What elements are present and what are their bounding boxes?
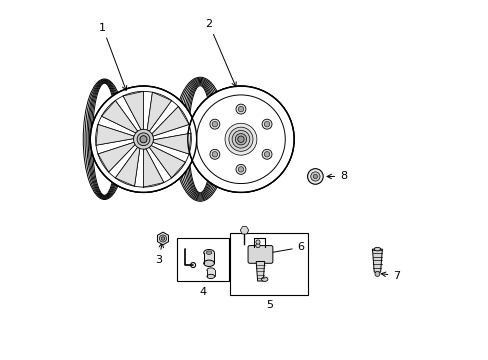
Circle shape [187,86,293,192]
FancyBboxPatch shape [247,246,272,263]
Text: 8: 8 [326,171,346,181]
Polygon shape [123,91,143,130]
Polygon shape [152,107,188,136]
Circle shape [313,174,317,179]
Circle shape [209,149,220,159]
Polygon shape [98,142,135,172]
Circle shape [161,237,164,240]
Circle shape [237,136,244,143]
Ellipse shape [203,249,214,256]
Ellipse shape [206,251,211,255]
Circle shape [209,119,220,129]
Circle shape [264,152,269,157]
Text: 7: 7 [381,271,400,281]
Circle shape [255,243,260,248]
Circle shape [307,168,323,184]
Text: 2: 2 [205,19,236,87]
Ellipse shape [83,79,125,199]
Circle shape [90,86,196,192]
Circle shape [255,240,260,244]
Polygon shape [143,149,163,187]
Circle shape [262,149,271,159]
Text: 5: 5 [265,300,272,310]
Circle shape [212,121,217,127]
Bar [230,233,307,295]
Circle shape [224,123,256,155]
Circle shape [212,152,217,157]
Text: 3: 3 [155,243,163,265]
Ellipse shape [373,247,380,251]
Circle shape [232,130,249,148]
Polygon shape [96,125,134,145]
Circle shape [90,86,196,192]
Polygon shape [256,261,264,281]
Text: 6: 6 [264,242,304,255]
Circle shape [140,136,147,143]
Bar [206,270,214,276]
Circle shape [310,172,319,181]
Ellipse shape [206,268,214,272]
Polygon shape [102,100,137,133]
Circle shape [159,235,166,242]
Circle shape [236,104,245,114]
Bar [177,238,228,281]
Circle shape [137,133,149,145]
Circle shape [374,271,379,276]
Polygon shape [157,232,168,245]
Bar [203,253,214,263]
Circle shape [238,167,243,172]
Circle shape [236,165,245,174]
Circle shape [262,119,271,129]
Polygon shape [115,147,140,186]
Polygon shape [153,133,191,154]
Circle shape [238,107,243,112]
Circle shape [133,129,153,149]
Polygon shape [149,145,185,178]
Circle shape [264,121,269,127]
Circle shape [187,86,293,192]
Circle shape [228,127,252,151]
Ellipse shape [203,260,214,266]
Ellipse shape [261,277,267,282]
Circle shape [235,134,246,145]
Text: 4: 4 [199,287,206,297]
Ellipse shape [173,77,226,201]
Polygon shape [147,92,171,131]
Polygon shape [372,249,382,272]
Text: 1: 1 [99,23,126,90]
Polygon shape [240,227,248,234]
Ellipse shape [206,274,214,279]
